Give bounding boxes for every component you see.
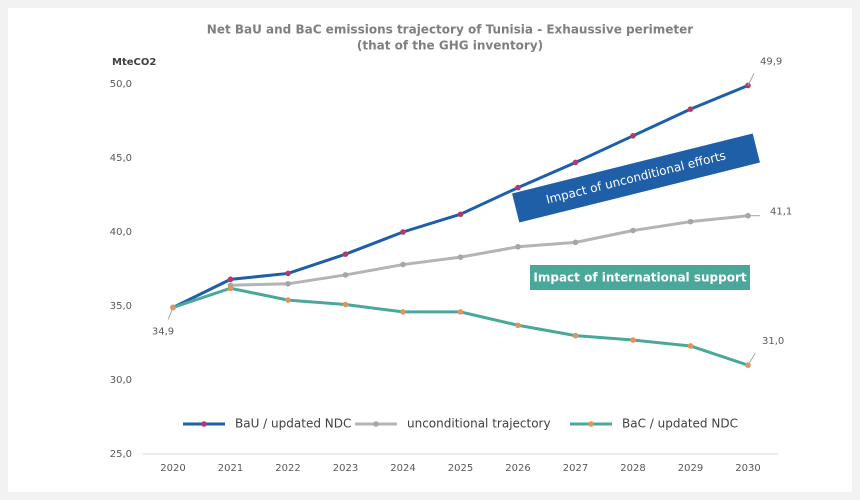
data-point <box>630 227 636 234</box>
label-leader <box>747 73 755 86</box>
y-tick-label: 40,0 <box>110 227 132 238</box>
legend-marker <box>373 421 379 427</box>
data-point <box>687 218 694 225</box>
data-point <box>400 309 406 315</box>
data-point <box>342 301 349 308</box>
x-tick-label: 2024 <box>390 463 415 474</box>
y-tick-label: 25,0 <box>110 449 132 460</box>
data-point <box>400 229 406 235</box>
data-point <box>515 184 521 191</box>
annotation-box <box>512 133 760 223</box>
data-label: 49,9 <box>760 56 782 67</box>
data-point <box>457 309 464 315</box>
legend-label: BaC / updated NDC <box>622 417 738 431</box>
annotation-box <box>530 265 750 290</box>
data-label: 34,9 <box>152 326 174 337</box>
data-label: 41,1 <box>770 207 792 218</box>
data-point <box>457 211 464 218</box>
data-point <box>630 133 636 139</box>
x-tick-label: 2028 <box>620 463 645 474</box>
x-tick-label: 2023 <box>333 463 358 474</box>
legend-marker <box>588 421 594 427</box>
legend-label: unconditional trajectory <box>407 417 551 431</box>
x-tick-label: 2027 <box>563 463 588 474</box>
legend-marker <box>201 421 207 427</box>
data-label: 31,0 <box>762 336 784 347</box>
data-point <box>285 297 291 303</box>
data-point <box>285 270 291 277</box>
data-point <box>687 106 694 112</box>
x-tick-label: 2021 <box>218 463 243 474</box>
y-axis-label: MteCO2 <box>112 57 156 68</box>
legend-label: BaU / updated NDC <box>235 417 351 431</box>
x-tick-label: 2022 <box>275 463 300 474</box>
data-point <box>457 254 464 260</box>
x-tick-label: 2029 <box>678 463 703 474</box>
y-tick-label: 50,0 <box>110 79 132 90</box>
data-point <box>572 239 579 246</box>
x-tick-label: 2030 <box>735 463 760 474</box>
x-tick-label: 2026 <box>505 463 530 474</box>
chart-subtitle: (that of the GHG inventory) <box>357 39 543 53</box>
data-point <box>572 332 579 339</box>
x-tick-label: 2020 <box>160 463 185 474</box>
data-point <box>342 272 349 278</box>
label-leader <box>747 352 756 366</box>
x-tick-label: 2025 <box>448 463 473 474</box>
label-leader <box>167 307 174 320</box>
data-point <box>227 276 234 283</box>
series-line <box>230 214 749 287</box>
data-point <box>630 337 636 343</box>
data-point <box>515 244 521 250</box>
data-point <box>227 285 234 292</box>
data-point <box>572 159 579 166</box>
annotation: Impact of international support <box>533 271 746 285</box>
data-point <box>515 322 521 329</box>
chart-panel <box>8 8 852 492</box>
y-tick-label: 45,0 <box>110 153 132 164</box>
data-point <box>342 251 349 257</box>
data-point <box>687 343 694 349</box>
y-tick-label: 30,0 <box>110 375 132 386</box>
y-tick-label: 35,0 <box>110 301 132 312</box>
data-point <box>400 261 406 268</box>
data-point <box>285 281 291 287</box>
chart-title: Net BaU and BaC emissions trajectory of … <box>207 23 694 37</box>
